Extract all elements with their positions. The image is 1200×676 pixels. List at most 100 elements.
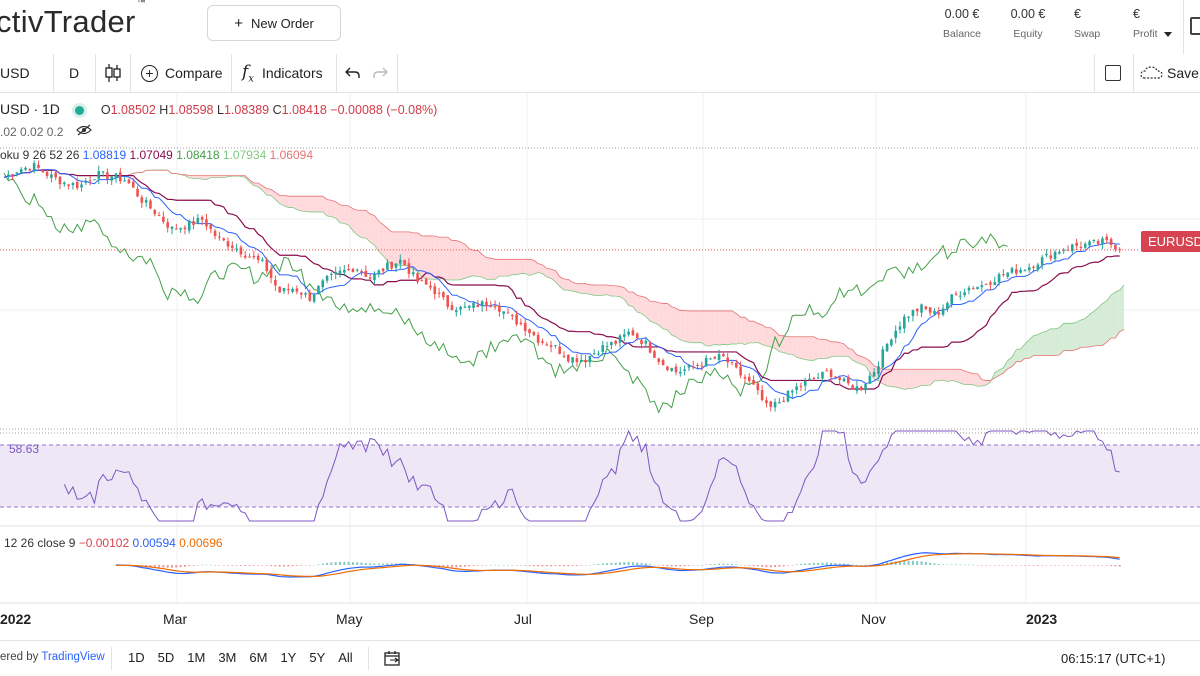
candle-body (1084, 244, 1087, 248)
save-button[interactable]: Save (1140, 54, 1199, 92)
compare-button[interactable]: + Compare (141, 54, 223, 92)
macd-histogram-bar (688, 565, 690, 566)
macd-histogram-bar (610, 563, 612, 565)
ichimoku-cloud-segment (689, 311, 693, 343)
range-1y[interactable]: 1Y (280, 650, 296, 665)
candle-body (468, 306, 471, 308)
candle-body (645, 341, 648, 344)
undo-icon (345, 66, 361, 80)
price-chart[interactable] (0, 93, 1200, 641)
range-1d[interactable]: 1D (128, 650, 145, 665)
candle-body (494, 306, 497, 307)
candle-body (270, 269, 273, 278)
caret-down-icon[interactable] (1164, 32, 1172, 37)
ichimoku-cloud-segment (474, 250, 478, 276)
macd-histogram-bar (675, 565, 677, 566)
macd-histogram-bar (533, 565, 535, 566)
window-icon[interactable] (1190, 17, 1200, 35)
candle-body (498, 305, 501, 311)
candle-body (205, 219, 208, 226)
candle-body (563, 356, 566, 357)
candle-body (774, 402, 777, 407)
ichimoku-cloud-segment (926, 369, 930, 385)
macd-histogram-bar (636, 563, 638, 565)
macd-histogram-bar (227, 565, 229, 566)
candle-body (550, 345, 553, 347)
ichimoku-cloud-segment (525, 259, 529, 275)
go-to-date-icon[interactable] (384, 650, 402, 669)
macd-histogram-bar (972, 565, 974, 566)
macd-histogram-bar (1071, 565, 1073, 566)
app-logo[interactable]: ctivTrader™ (0, 4, 146, 40)
undo-button[interactable] (345, 54, 361, 92)
ichimoku-cloud-segment (422, 236, 426, 279)
candle-body (976, 287, 979, 289)
macd-histogram-bar (503, 565, 505, 566)
x-tick-mar: Mar (163, 611, 187, 627)
candle-body (192, 221, 195, 225)
redo-icon (372, 66, 388, 80)
range-1m[interactable]: 1M (187, 650, 205, 665)
macd-histogram-bar (783, 565, 785, 566)
ichimoku-cloud-segment (719, 311, 723, 345)
symbol-title: USD · 1D (0, 101, 60, 117)
candle-body (959, 296, 962, 297)
ichimoku-cloud-segment (1059, 323, 1063, 355)
candle-body (171, 227, 174, 229)
candle-body (903, 317, 906, 329)
interval-button[interactable]: D (69, 54, 79, 92)
profit-stat[interactable]: € Profit (1133, 7, 1173, 40)
macd-histogram-bar (197, 565, 199, 566)
chart-type-button[interactable] (104, 54, 122, 92)
macd-histogram-bar (1119, 565, 1121, 567)
macd-histogram-bar (830, 563, 832, 565)
macd-histogram-bar (761, 565, 763, 567)
candle-body (502, 311, 505, 313)
candle-body (1006, 273, 1009, 277)
new-order-button[interactable]: + New Order (207, 5, 341, 41)
candle-body (85, 182, 88, 183)
ichimoku-cloud-segment (301, 196, 305, 211)
ichimoku-cloud-segment (934, 369, 938, 381)
ichimoku-cloud-segment (336, 202, 340, 223)
macd-histogram-bar (1050, 565, 1052, 566)
candle-body (632, 330, 635, 335)
candle-body (757, 383, 760, 390)
ichimoku-cloud-segment (603, 285, 607, 295)
candle-body (399, 260, 402, 264)
macd-histogram-bar (460, 565, 462, 567)
ichimoku-cloud-segment (508, 259, 512, 276)
candle-body (50, 174, 53, 177)
x-tick-2022: 2022 (0, 611, 31, 627)
macd-histogram-bar (585, 565, 587, 566)
macd-histogram-bar (283, 565, 285, 567)
candle-body (769, 401, 772, 407)
ichimoku-cloud-segment (917, 369, 921, 387)
indicators-button[interactable]: fx Indicators (242, 54, 323, 92)
range-3m[interactable]: 3M (218, 650, 236, 665)
clock[interactable]: 06:15:17 (UTC+1) (1061, 651, 1165, 666)
macd-histogram-bar (860, 565, 862, 566)
range-6m[interactable]: 6M (249, 650, 267, 665)
macd-histogram-bar (929, 563, 931, 565)
fullscreen-button[interactable] (1105, 54, 1121, 92)
range-all[interactable]: All (338, 650, 352, 665)
menu-edge[interactable] (1183, 0, 1200, 54)
candle-body (709, 358, 712, 359)
candle-body (950, 294, 953, 304)
macd-histogram-bar (477, 565, 479, 566)
macd-histogram-bar (1076, 565, 1078, 566)
macd-histogram-bar (563, 565, 565, 566)
macd-histogram-bar (274, 565, 276, 566)
candle-body (873, 372, 876, 376)
ichimoku-cloud-segment (710, 311, 714, 346)
symbol-search[interactable]: USD (0, 54, 30, 92)
macd-histogram-bar (697, 565, 699, 566)
redo-button[interactable] (372, 54, 388, 92)
range-5y[interactable]: 5Y (309, 650, 325, 665)
indicators-label: Indicators (262, 65, 323, 81)
candle-body (283, 288, 286, 291)
powered-by[interactable]: ered by TradingView (0, 651, 105, 663)
eye-hidden-icon[interactable] (76, 124, 92, 139)
range-5d[interactable]: 5D (158, 650, 175, 665)
